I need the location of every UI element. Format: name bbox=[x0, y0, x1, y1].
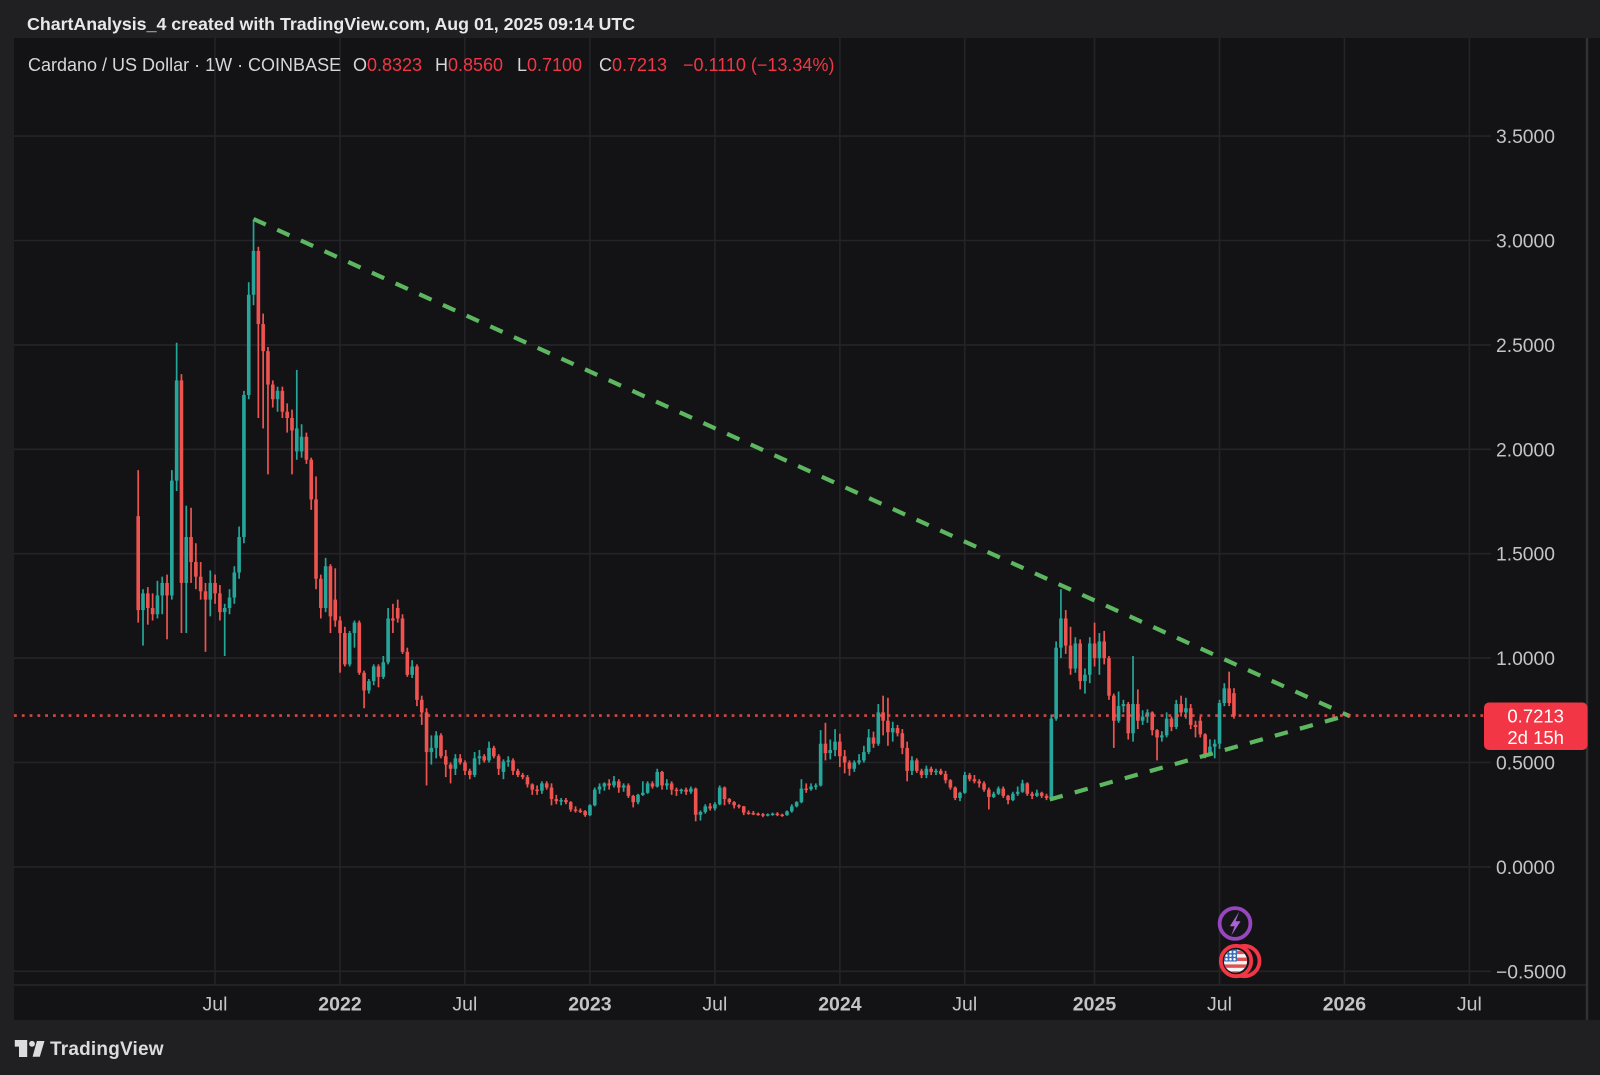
svg-text:C0.7213: C0.7213 bbox=[599, 55, 667, 75]
svg-text:Jul: Jul bbox=[1457, 994, 1482, 1016]
svg-text:Jul: Jul bbox=[1207, 994, 1232, 1016]
svg-text:L0.7100: L0.7100 bbox=[517, 55, 582, 75]
svg-text:2.5000: 2.5000 bbox=[1496, 336, 1555, 357]
svg-text:0.0000: 0.0000 bbox=[1496, 858, 1555, 879]
svg-text:2d 15h: 2d 15h bbox=[1507, 727, 1564, 748]
svg-text:2023: 2023 bbox=[568, 994, 612, 1016]
svg-text:ChartAnalysis_4 created with T: ChartAnalysis_4 created with TradingView… bbox=[27, 14, 635, 34]
svg-text:Jul: Jul bbox=[452, 994, 477, 1016]
svg-text:Jul: Jul bbox=[952, 994, 977, 1016]
svg-text:0.5000: 0.5000 bbox=[1496, 754, 1555, 775]
svg-text:TradingView: TradingView bbox=[50, 1039, 164, 1060]
svg-text:Cardano / US Dollar · 1W · COI: Cardano / US Dollar · 1W · COINBASE bbox=[28, 55, 341, 75]
svg-text:2025: 2025 bbox=[1073, 994, 1117, 1016]
svg-text:−0.5000: −0.5000 bbox=[1496, 962, 1566, 983]
svg-text:1.0000: 1.0000 bbox=[1496, 649, 1555, 670]
svg-text:1.5000: 1.5000 bbox=[1496, 545, 1555, 566]
svg-text:3.0000: 3.0000 bbox=[1496, 232, 1555, 253]
svg-text:Jul: Jul bbox=[702, 994, 727, 1016]
svg-text:Jul: Jul bbox=[203, 994, 228, 1016]
svg-text:2022: 2022 bbox=[318, 994, 362, 1016]
svg-text:0.7213: 0.7213 bbox=[1507, 706, 1564, 727]
svg-text:2024: 2024 bbox=[818, 994, 862, 1016]
svg-text:H0.8560: H0.8560 bbox=[435, 55, 503, 75]
svg-text:3.5000: 3.5000 bbox=[1496, 127, 1555, 148]
svg-text:2.0000: 2.0000 bbox=[1496, 440, 1555, 461]
svg-text:O0.8323: O0.8323 bbox=[353, 55, 422, 75]
svg-text:2026: 2026 bbox=[1323, 994, 1367, 1016]
svg-text:−0.1110 (−13.34%): −0.1110 (−13.34%) bbox=[683, 55, 834, 75]
